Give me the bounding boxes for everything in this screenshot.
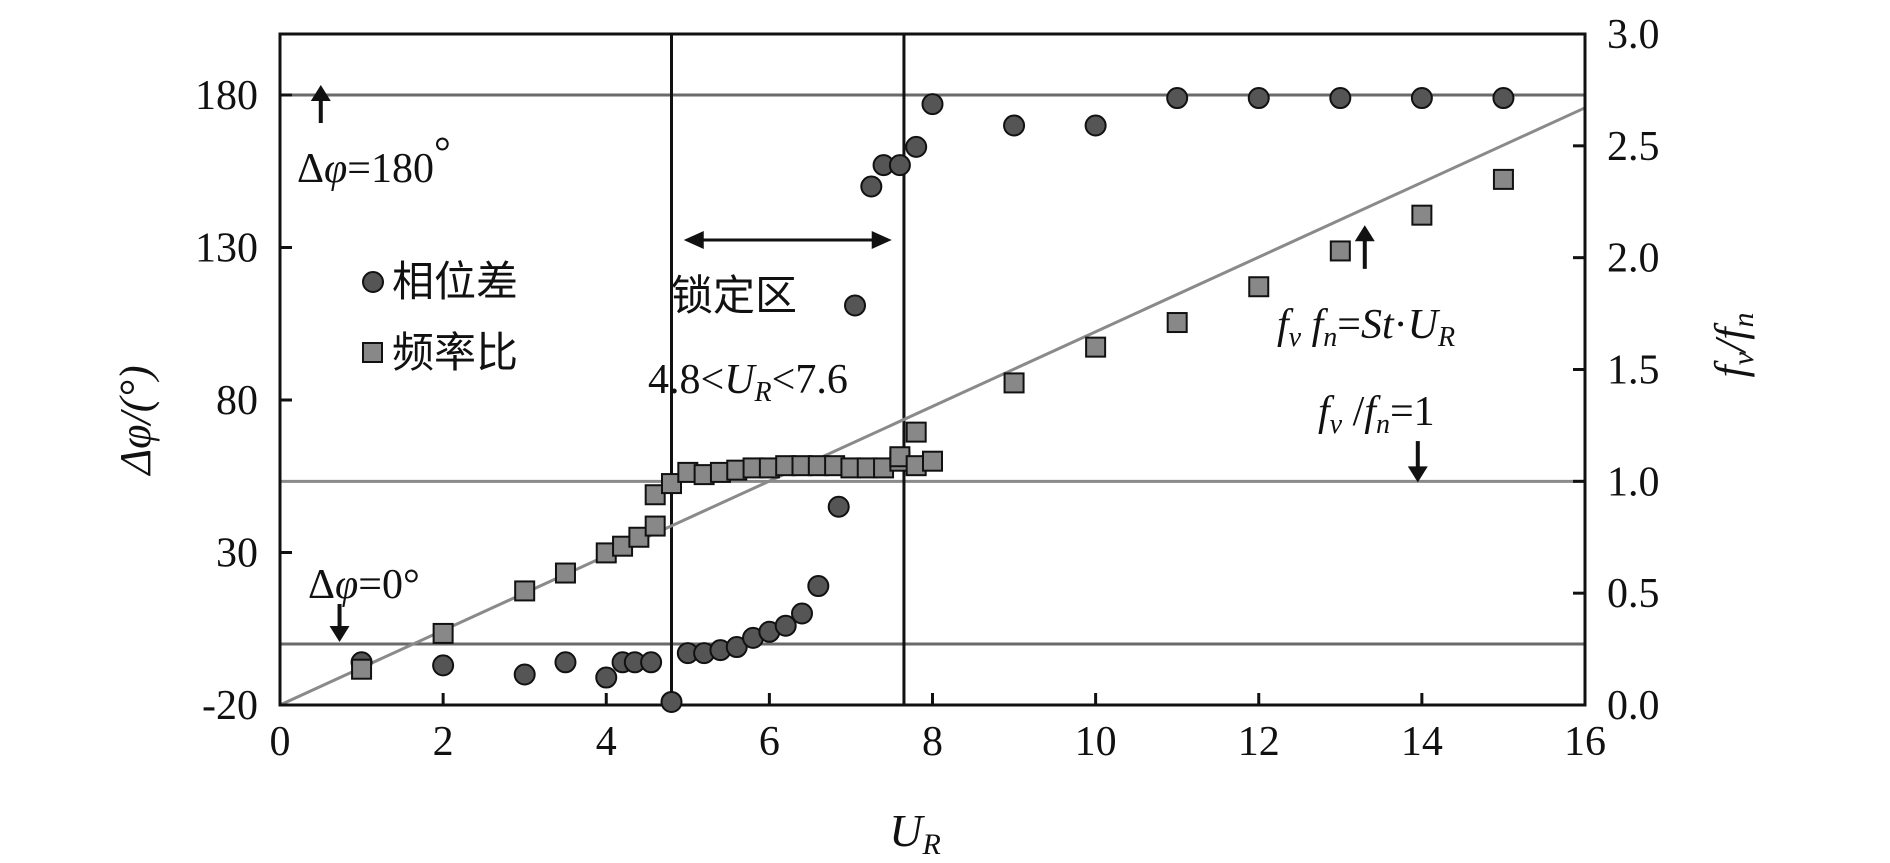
x-tick-label: 12 [1238, 719, 1280, 765]
phase-difference-point [1410, 87, 1433, 110]
phase-difference-point [1492, 87, 1515, 110]
phase-difference-point [791, 602, 813, 625]
right-y-axis-label: fv/fn [1706, 312, 1760, 377]
phase-difference-point [1166, 87, 1189, 110]
frequency-ratio-point [1329, 240, 1351, 262]
phase-difference-point [1329, 87, 1352, 110]
legend: 相位差 频率比 [362, 257, 518, 377]
right-y-tick-label: 1.0 [1607, 459, 1660, 505]
right-y-tick-label: 3.0 [1607, 12, 1660, 58]
arrow-dphi-180-head [310, 85, 331, 101]
x-tick-label: 14 [1401, 719, 1443, 765]
strouhal-trend-line [279, 106, 1586, 707]
phase-difference-point [905, 135, 928, 158]
phase-difference-point [1084, 114, 1107, 137]
frequency-ratio-point [644, 515, 666, 537]
x-tick-label: 10 [1075, 719, 1117, 765]
annotation-lock-in-range: 4.8<UR<7.6 [648, 357, 848, 408]
phase-difference-point [1003, 114, 1026, 137]
left-y-tick-label: -20 [202, 683, 258, 729]
right-y-tick-label: 2.5 [1607, 124, 1660, 170]
phase-difference-point [554, 651, 577, 674]
x-tick-label: 2 [433, 719, 454, 765]
x-tick-label: 8 [922, 719, 943, 765]
frequency-ratio-point [661, 473, 682, 495]
left-y-tick-label: 180 [195, 73, 258, 119]
lock-in-range-arrow-right-head [871, 231, 892, 249]
frequency-ratio-point [1003, 372, 1025, 394]
frequency-ratio-point [514, 580, 536, 602]
phase-difference-point [660, 690, 683, 713]
data-marks-layer [350, 87, 1515, 713]
frequency-ratio-point [1166, 312, 1188, 334]
frequency-ratio-point [644, 484, 666, 506]
ticks-layer: 0 2 4 6 8 10 12 14 16 -20 30 80 130 180 0.0 0.5 1.0 1.5 2.… [195, 12, 1660, 765]
frequency-ratio-point [1411, 204, 1433, 226]
frequency-ratio-point [351, 658, 373, 680]
right-y-tick-label: 0.5 [1607, 571, 1660, 617]
frequency-ratio-point [432, 622, 454, 644]
annotation-lock-in-region: 锁定区 [671, 271, 797, 320]
phase-difference-point [432, 654, 455, 677]
left-y-tick-label: 80 [216, 378, 258, 424]
phase-difference-point [1247, 87, 1270, 110]
arrow-frequency-ratio-one-head [1407, 466, 1428, 483]
phase-difference-point [807, 575, 830, 598]
frequency-ratio-point [554, 562, 576, 584]
x-tick-label: 6 [759, 719, 780, 765]
annotation-arrows-layer [310, 85, 1428, 642]
x-tick-label: 0 [270, 719, 291, 765]
frequency-ratio-point [628, 526, 650, 548]
lock-in-range-arrow-left-head [683, 231, 704, 249]
right-y-tick-label: 1.5 [1607, 348, 1660, 394]
reference-lines-layer [279, 34, 1586, 707]
frequency-ratio-point [1085, 336, 1107, 358]
frequency-ratio-point [1492, 168, 1514, 190]
phase-difference-point [921, 93, 944, 116]
frequency-ratio-point [922, 450, 943, 472]
annotation-frequency-ratio-one: fv /fn=1 [1318, 389, 1435, 440]
arrow-strouhal-head [1354, 225, 1375, 242]
phase-difference-point [595, 666, 618, 689]
x-axis-label: UR [889, 805, 941, 861]
x-tick-label: 16 [1564, 719, 1606, 765]
annotation-strouhal-relation: fv fn=St·UR [1277, 302, 1455, 353]
phase-difference-point [827, 495, 850, 518]
right-y-tick-label: 0.0 [1607, 683, 1660, 729]
phase-difference-point [860, 175, 883, 198]
annotation-dphi-180: Δφ=180° [297, 130, 451, 192]
phase-difference-point [774, 614, 797, 637]
phase-difference-point [888, 154, 911, 177]
frequency-ratio-point [1248, 276, 1270, 298]
x-tick-label: 4 [596, 719, 617, 765]
left-y-axis-label: Δφ/(°) [111, 365, 160, 476]
phase-difference-point [844, 294, 867, 317]
legend-entry-frequency-ratio: 频率比 [392, 328, 518, 377]
right-y-tick-label: 2.0 [1607, 236, 1660, 282]
phase-difference-point [513, 663, 536, 686]
legend-square-marker [362, 342, 383, 363]
legend-circle-marker [362, 271, 384, 293]
annotation-dphi-0: Δφ=0° [308, 562, 420, 608]
phase-difference-point [725, 636, 748, 659]
frequency-ratio-point [905, 421, 927, 443]
arrow-dphi-0-head [329, 626, 350, 642]
phase-difference-point [640, 651, 663, 674]
left-y-tick-label: 130 [195, 226, 258, 272]
legend-entry-phase-difference: 相位差 [392, 257, 518, 306]
left-y-tick-label: 30 [216, 531, 258, 577]
